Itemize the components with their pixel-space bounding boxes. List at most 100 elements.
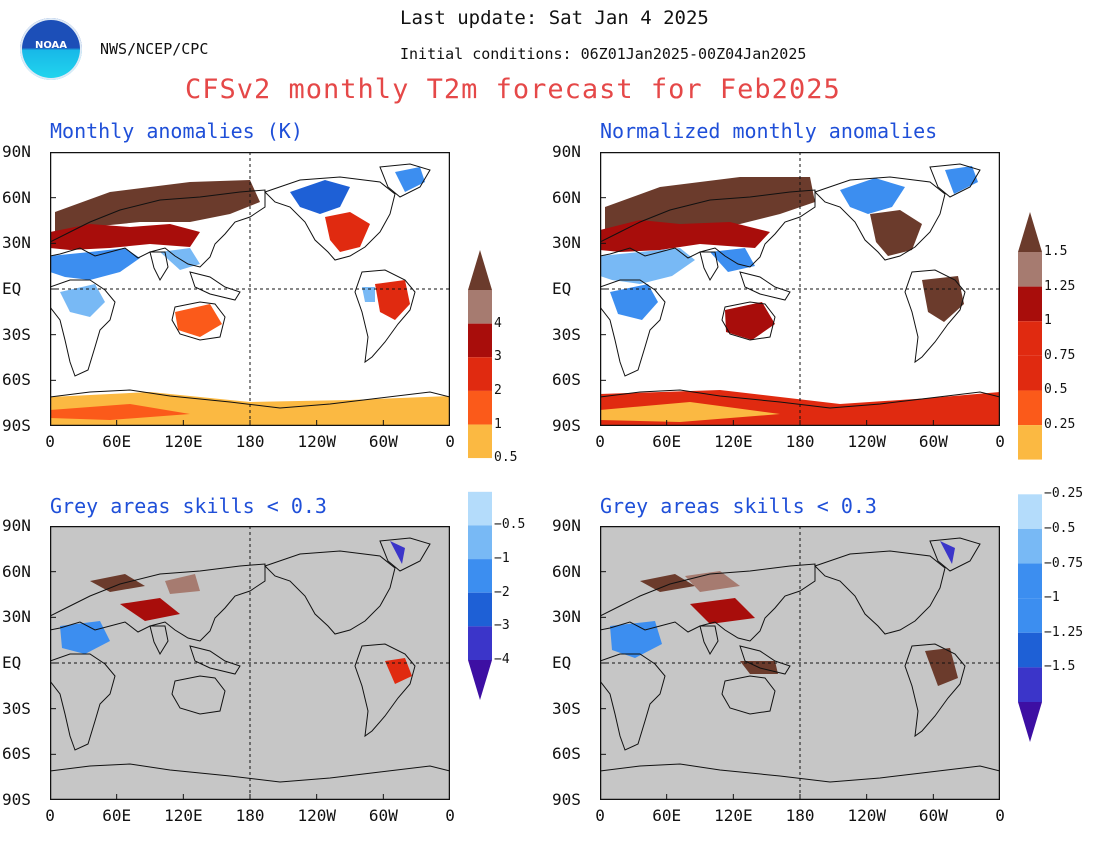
lon-label: 120E bbox=[164, 432, 203, 451]
coastline bbox=[149, 251, 169, 282]
colorbar-right-label: −1.5 bbox=[1044, 659, 1076, 675]
anomaly-region bbox=[325, 212, 370, 252]
anomaly-map-top-right bbox=[600, 152, 1000, 426]
lat-label: 90S bbox=[2, 416, 31, 435]
lon-label: 0 bbox=[995, 432, 1005, 451]
lat-label: 60N bbox=[2, 561, 31, 581]
anomaly-region bbox=[165, 574, 200, 594]
lat-label: 60S bbox=[2, 744, 31, 764]
anomaly-region bbox=[120, 598, 180, 621]
anomaly-region bbox=[710, 248, 755, 272]
panel-title-bottom-right: Grey areas skills < 0.3 bbox=[600, 494, 877, 518]
coastline bbox=[50, 763, 450, 800]
colorbar-segment bbox=[468, 323, 492, 358]
colorbar-segment bbox=[468, 626, 492, 660]
land-area bbox=[190, 272, 240, 300]
coastline bbox=[600, 389, 1000, 426]
anomaly-region bbox=[925, 648, 958, 686]
lon-label: 60E bbox=[102, 806, 132, 825]
coastline bbox=[171, 301, 226, 341]
anomaly-region bbox=[610, 284, 658, 320]
skill-map-bottom-right bbox=[600, 526, 1000, 800]
colorbar-segment bbox=[1018, 494, 1042, 529]
anomaly-region bbox=[175, 304, 222, 337]
lat-label: 60S bbox=[552, 370, 581, 390]
coastline bbox=[904, 269, 966, 364]
lon-label: 120E bbox=[714, 432, 753, 451]
lat-label: 30N bbox=[552, 607, 581, 627]
anomaly-region bbox=[870, 210, 922, 256]
coastline bbox=[50, 279, 116, 377]
lat-label: 30S bbox=[2, 324, 31, 344]
coastline bbox=[149, 625, 169, 656]
land-area bbox=[600, 654, 665, 750]
coastline bbox=[354, 643, 416, 738]
colorbar-left-label: −2 bbox=[494, 584, 510, 600]
colorbar-top-arrow bbox=[1018, 212, 1042, 252]
agency-label: NWS/NCEP/CPC bbox=[100, 40, 209, 58]
colorbar-left-label: −4 bbox=[494, 652, 510, 667]
lon-label: 60W bbox=[918, 806, 948, 825]
colorbar-right bbox=[1018, 212, 1042, 742]
anomaly-region bbox=[50, 404, 190, 420]
anomaly-region bbox=[395, 167, 425, 192]
land-area bbox=[600, 764, 1000, 800]
lat-label: 30S bbox=[552, 698, 581, 718]
land-area bbox=[50, 764, 450, 800]
colorbar-segment bbox=[1018, 563, 1042, 599]
colorbar-segment bbox=[1018, 632, 1042, 668]
noaa-logo: NOAA bbox=[20, 18, 82, 80]
colorbar-top-arrow bbox=[468, 250, 492, 290]
colorbar-left-label: −1 bbox=[494, 551, 510, 567]
anomaly-region bbox=[390, 541, 405, 564]
colorbar-left-label: −3 bbox=[494, 618, 510, 634]
coastline bbox=[739, 645, 791, 675]
coastline bbox=[189, 645, 241, 675]
lat-label: 30N bbox=[2, 607, 31, 627]
lon-label: 0 bbox=[445, 806, 455, 825]
colorbar-right-label: 0.75 bbox=[1044, 347, 1076, 363]
anomaly-region bbox=[605, 177, 815, 232]
coastline bbox=[929, 163, 981, 198]
lon-label: 120W bbox=[847, 432, 886, 451]
land-area bbox=[740, 272, 790, 300]
coastline bbox=[354, 269, 416, 364]
colorbar-segment bbox=[1018, 390, 1042, 426]
coastline bbox=[600, 189, 816, 268]
lat-label: 90N bbox=[552, 516, 581, 535]
lat-label: EQ bbox=[552, 653, 572, 672]
coastline bbox=[600, 563, 816, 642]
anomaly-region bbox=[60, 284, 105, 317]
colorbar-segment bbox=[468, 525, 492, 560]
colorbar-right-label: 0.5 bbox=[1044, 382, 1068, 398]
colorbar-segment bbox=[468, 458, 492, 492]
lon-label: 60E bbox=[102, 432, 132, 451]
colorbar-right-label: 1.25 bbox=[1044, 278, 1076, 294]
colorbar-segment bbox=[468, 559, 492, 593]
land-area bbox=[380, 538, 430, 571]
lat-label: 60N bbox=[552, 561, 581, 581]
coastline bbox=[721, 301, 776, 341]
panel-title-top-right: Normalized monthly anomalies bbox=[600, 119, 938, 143]
colorbar-bottom-arrow bbox=[1018, 702, 1042, 742]
coastline bbox=[814, 550, 946, 635]
colorbar-segment bbox=[468, 290, 492, 324]
land-area bbox=[50, 654, 115, 750]
lon-label: 120W bbox=[847, 806, 886, 825]
colorbar-segment bbox=[468, 357, 492, 391]
lon-label: 60W bbox=[368, 806, 398, 825]
land-area bbox=[190, 646, 240, 674]
anomaly-region bbox=[50, 392, 450, 426]
colorbar-left-label: −0.5 bbox=[494, 517, 526, 533]
lat-label: EQ bbox=[552, 279, 572, 298]
lon-label: 0 bbox=[45, 432, 55, 451]
colorbar-segment bbox=[1018, 528, 1042, 564]
land-area bbox=[172, 676, 225, 714]
coastline bbox=[600, 763, 1000, 800]
colorbar-segment bbox=[1018, 598, 1042, 633]
colorbar-left bbox=[468, 250, 492, 700]
coastline bbox=[189, 271, 241, 301]
anomaly-region bbox=[690, 598, 755, 624]
anomaly-region bbox=[640, 574, 695, 592]
lon-label: 0 bbox=[595, 432, 605, 451]
